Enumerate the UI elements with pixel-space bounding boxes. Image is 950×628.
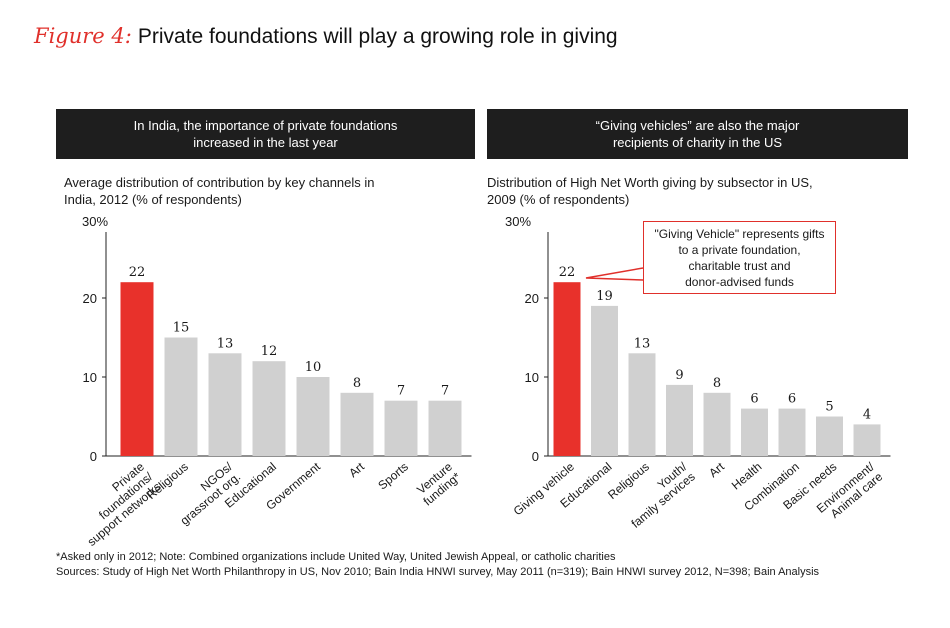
- callout-pointer: [585, 267, 644, 281]
- figure-heading: Private foundations will play a growing …: [137, 25, 618, 48]
- left-y-tick-label-20: 20: [83, 291, 97, 306]
- giving-vehicle-callout: "Giving Vehicle" represents gifts to a p…: [643, 221, 836, 294]
- left-y-tick-label-10: 10: [83, 370, 97, 385]
- left-category-label-5: Art: [346, 459, 367, 480]
- left-subtitle-line-2: India, 2012 (% of respondents): [64, 192, 242, 207]
- right-subtitle-line-2: 2009 (% of respondents): [487, 192, 630, 207]
- left-category-label-7: Venturefunding*: [412, 459, 463, 508]
- right-bar-value-2: 13: [634, 336, 651, 351]
- right-subtitle-line-1: Distribution of High Net Worth giving by…: [487, 175, 813, 190]
- left-bar-value-6: 7: [397, 384, 405, 399]
- figure-title: Figure 4: Private foundations will play a…: [34, 24, 618, 49]
- left-bar-0: [120, 282, 154, 456]
- right-bar-value-3: 9: [675, 368, 683, 383]
- right-bar-0: [553, 282, 581, 456]
- left-bar-value-3: 12: [261, 344, 278, 359]
- right-bar-value-0: 22: [559, 265, 576, 280]
- right-bar-7: [816, 416, 843, 456]
- right-bar-value-4: 8: [713, 376, 721, 391]
- left-header-line-1: In India, the importance of private foun…: [133, 118, 398, 133]
- right-bar-4: [703, 392, 731, 456]
- left-bar-1: [164, 337, 198, 456]
- left-bar-6: [384, 400, 418, 456]
- right-bar-value-6: 6: [788, 392, 796, 407]
- left-category-label-5-line-0: Art: [346, 459, 367, 480]
- callout-line-2: to a private foundation,: [678, 242, 801, 257]
- callout-line-3: charitable trust and: [688, 258, 791, 273]
- figure-label: Figure 4:: [34, 24, 132, 48]
- right-category-label-2-line-0: Religious: [605, 460, 652, 502]
- left-category-label-6: Sports: [375, 460, 411, 493]
- right-bar-value-8: 4: [863, 407, 871, 422]
- right-y-tick-label-10: 10: [525, 370, 539, 385]
- left-panel-header: In India, the importance of private foun…: [56, 109, 475, 159]
- right-category-label-4-line-0: Art: [706, 459, 727, 480]
- right-header-line-1: “Giving vehicles” are also the major: [595, 118, 800, 133]
- left-y-tick-label-0: 0: [90, 449, 97, 464]
- left-bar-5: [340, 392, 374, 456]
- right-bar-3: [666, 384, 693, 456]
- left-bar-value-0: 22: [129, 265, 146, 280]
- left-bar-value-2: 13: [217, 336, 234, 351]
- left-bar-3: [252, 361, 286, 456]
- right-bar-5: [741, 408, 768, 456]
- footnote: *Asked only in 2012; Note: Combined orga…: [56, 550, 936, 580]
- footnote-sources: Sources: Study of High Net Worth Philant…: [56, 566, 820, 578]
- right-chart-subtitle: Distribution of High Net Worth giving by…: [487, 174, 887, 208]
- right-bar-1: [591, 305, 618, 456]
- left-bar-value-1: 15: [173, 321, 190, 336]
- right-panel-header: “Giving vehicles” are also the major rec…: [487, 109, 908, 159]
- right-category-label-2: Religious: [605, 460, 652, 502]
- right-bar-value-7: 5: [825, 400, 833, 415]
- left-bar-7: [428, 400, 462, 456]
- left-header-line-2: increased in the last year: [193, 135, 338, 150]
- footnote-note: *Asked only in 2012; Note: Combined orga…: [56, 551, 616, 563]
- right-header-line-2: recipients of charity in the US: [612, 135, 783, 150]
- left-y-max-label: 30%: [82, 214, 108, 229]
- left-bar-value-7: 7: [441, 384, 449, 399]
- callout-line-4: donor-advised funds: [685, 274, 794, 289]
- right-bar-value-1: 19: [596, 289, 613, 304]
- right-bar-8: [853, 424, 881, 456]
- left-bar-4: [296, 377, 330, 456]
- left-bar-value-4: 10: [305, 360, 322, 375]
- left-category-label-6-line-0: Sports: [375, 460, 411, 493]
- left-chart-subtitle: Average distribution of contribution by …: [64, 174, 464, 208]
- left-subtitle-line-1: Average distribution of contribution by …: [64, 175, 375, 190]
- right-bar-2: [628, 353, 656, 456]
- callout-line-1: "Giving Vehicle" represents gifts: [654, 226, 825, 241]
- right-category-label-4: Art: [706, 459, 727, 480]
- right-bar-6: [778, 408, 806, 456]
- right-y-tick-label-20: 20: [525, 291, 539, 306]
- left-category-label-0: Privatefoundations/support networks: [68, 459, 164, 549]
- left-bar-value-5: 8: [353, 376, 361, 391]
- right-y-tick-label-0: 0: [532, 449, 539, 464]
- right-bar-value-5: 6: [750, 392, 758, 407]
- left-bar-chart: 0 10 20 30% 22 Privatefoundations/support net…: [68, 214, 472, 549]
- left-bar-2: [208, 353, 242, 456]
- right-y-max-label: 30%: [505, 214, 531, 229]
